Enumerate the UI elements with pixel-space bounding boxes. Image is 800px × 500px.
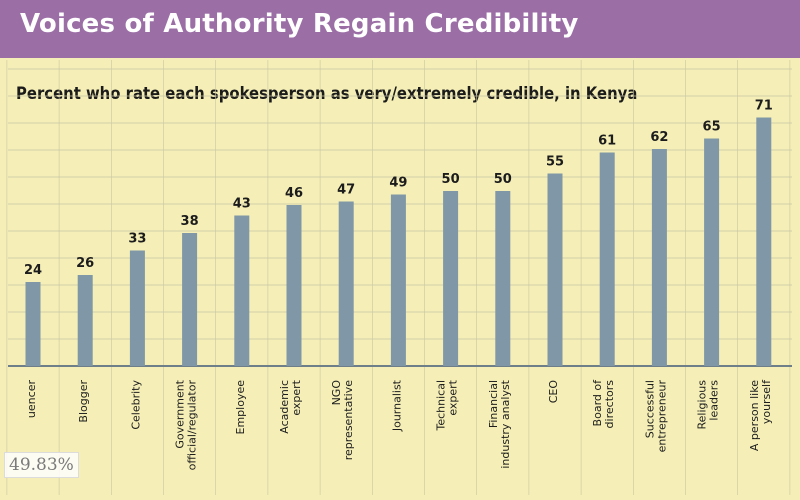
chart-title: Voices of Authority Regain Credibility <box>20 9 579 39</box>
data-label: 61 <box>598 134 616 149</box>
category-label: Journalist <box>390 379 403 432</box>
title-band: Voices of Authority Regain Credibility <box>0 0 800 58</box>
bar <box>129 250 145 366</box>
bar <box>234 215 250 366</box>
percentage-badge: 49.83% <box>4 452 79 478</box>
data-label: 49 <box>389 176 407 191</box>
bar <box>599 152 615 366</box>
data-label: 50 <box>442 172 460 187</box>
bar <box>182 233 198 366</box>
data-label: 65 <box>703 120 721 135</box>
data-label: 62 <box>650 130 668 145</box>
category-label: Financialindustry analyst <box>487 379 512 468</box>
category-label: A person likeyourself <box>748 379 773 451</box>
bar <box>25 282 41 366</box>
data-label: 26 <box>76 256 94 271</box>
bar <box>547 173 563 366</box>
chart-subtitle: Percent who rate each spokesperson as ve… <box>16 84 638 103</box>
data-label: 43 <box>233 197 251 212</box>
bar <box>286 205 302 366</box>
data-label: 24 <box>24 263 42 278</box>
data-label: 55 <box>546 155 564 170</box>
category-label: Governmentofficial/regulator <box>174 379 199 470</box>
category-label: Religiousleaders <box>696 380 721 430</box>
bar <box>443 191 459 366</box>
data-label: 71 <box>755 99 773 114</box>
bar <box>77 275 93 366</box>
category-label: Employee <box>234 380 247 435</box>
category-label: uencer <box>25 380 38 419</box>
data-label: 47 <box>337 183 355 198</box>
category-label: Academicexpert <box>278 379 303 433</box>
bar <box>651 149 667 366</box>
category-label: Celebrity <box>129 380 142 430</box>
data-label: 33 <box>128 232 146 247</box>
bar <box>756 117 772 366</box>
category-label: Technicalexpert <box>435 379 460 431</box>
data-label: 38 <box>181 214 199 229</box>
data-label: 50 <box>494 172 512 187</box>
bar <box>495 191 511 366</box>
category-label: NGOrepresentative <box>330 380 355 461</box>
category-label: Blogger <box>77 380 90 423</box>
data-label: 46 <box>285 186 303 201</box>
bar <box>704 138 720 366</box>
category-label: Board ofdirectors <box>591 379 616 429</box>
bar <box>338 201 354 366</box>
bar <box>390 194 406 366</box>
category-label: CEO <box>547 380 560 404</box>
category-label: Successfulentrepreneur <box>643 380 668 453</box>
